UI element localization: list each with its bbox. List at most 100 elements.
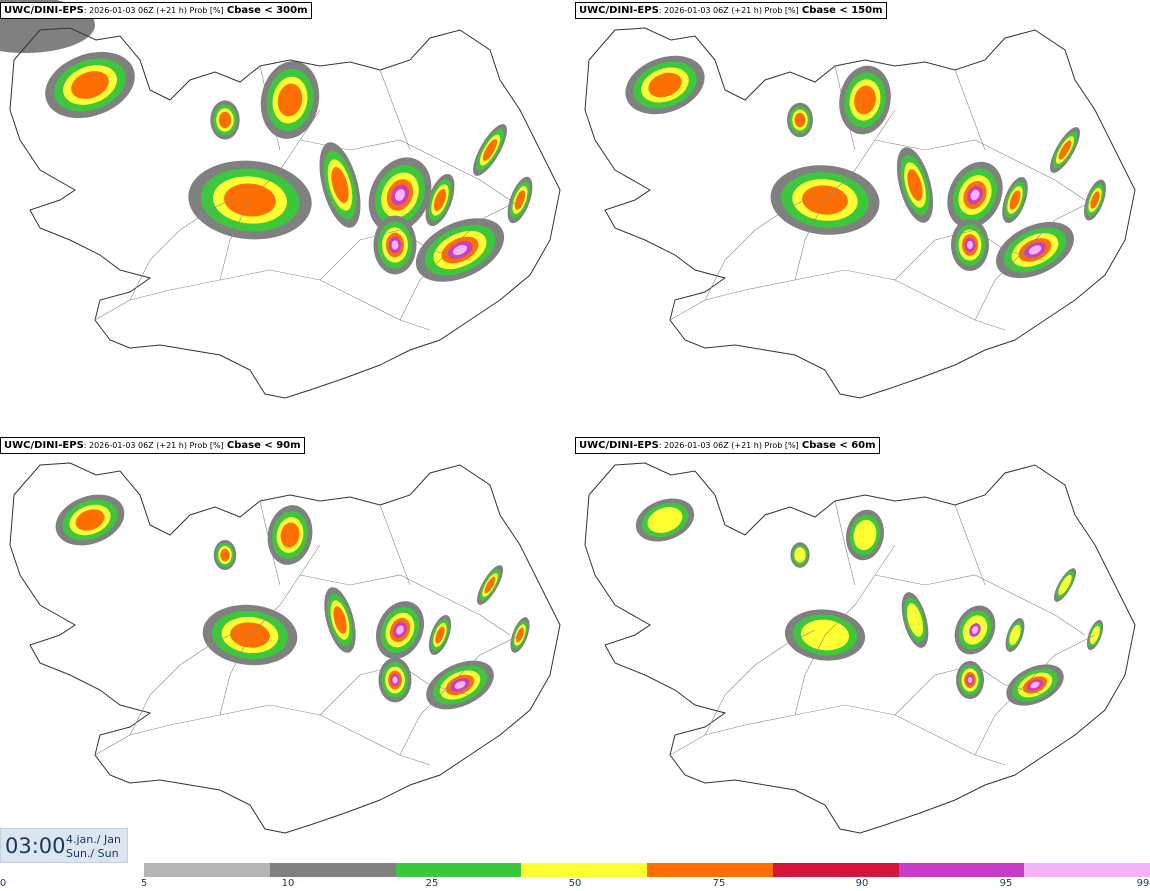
probability-area [1028, 245, 1042, 255]
model-name: UWC/DINI-EPS [579, 440, 659, 451]
probability-area [277, 83, 303, 117]
boundary-line [379, 504, 411, 586]
colorbar-segment [269, 863, 396, 877]
boundary-line [954, 69, 986, 151]
probability-area [1009, 624, 1021, 646]
probability-area [966, 240, 974, 250]
colorbar-segment [647, 863, 773, 877]
probability-area [218, 111, 232, 129]
probability-area [396, 625, 404, 635]
probability-area [971, 626, 979, 634]
colorbar-tick-label: 10 [281, 878, 295, 889]
colorbar-segment [144, 863, 270, 877]
colorbar-segment [898, 863, 1025, 877]
probability-area [967, 676, 973, 684]
probability-area [794, 112, 806, 128]
probability-area [435, 626, 445, 644]
probability-area [907, 169, 923, 201]
boundary-line [669, 269, 1006, 331]
probability-area [1058, 140, 1072, 160]
probability-area [794, 547, 806, 563]
probability-area [484, 576, 496, 594]
colorbar-tick-label: 90 [855, 878, 869, 889]
boundary-line [954, 504, 986, 586]
colorbar-tick-label: 75 [712, 878, 726, 889]
boundary-line [379, 69, 411, 151]
valid-date-line-1: 4.jan./ Jan [66, 833, 121, 846]
boundary-line [129, 629, 241, 736]
boundary-line [669, 704, 1006, 766]
variable-name: Cbase < 60m [801, 440, 876, 451]
boundary-line [399, 199, 521, 321]
probability-area [333, 606, 347, 634]
boundary-line [299, 574, 511, 636]
boundary-line [794, 109, 896, 281]
probability-area [71, 71, 109, 99]
panel-title: UWC/DINI-EPS: 2026-01-03 06Z (+21 h) Pro… [0, 2, 312, 19]
valid-date-line-2: Sun./ Sun [66, 847, 119, 860]
coastline [584, 27, 1136, 399]
boundary-line [974, 634, 1096, 756]
boundary-line [399, 634, 521, 756]
coastline [584, 462, 1136, 834]
probability-area [1090, 191, 1100, 209]
boundary-line [319, 229, 471, 281]
probability-area [648, 72, 682, 98]
boundary-line [94, 269, 431, 331]
panel-title: UWC/DINI-EPS: 2026-01-03 06Z (+21 h) Pro… [575, 437, 880, 454]
run-info: : 2026-01-03 06Z (+21 h) Prob [%] [658, 6, 799, 15]
valid-time-box: 03:00 4.jan./ Jan Sun./ Sun [0, 828, 128, 863]
probability-area [220, 548, 230, 562]
colorbar-tick-label: 5 [140, 878, 148, 889]
boundary-line [259, 500, 281, 586]
boundary-line [794, 544, 896, 716]
colorbar-segment [521, 863, 647, 877]
boundary-line [219, 109, 321, 281]
variable-name: Cbase < 150m [801, 5, 883, 16]
variable-name: Cbase < 90m [226, 440, 301, 451]
boundary-line [834, 65, 856, 151]
probability-area [75, 509, 105, 531]
probability-area [1009, 190, 1021, 210]
iceland-map [9, 462, 561, 834]
colorbar-segment [772, 863, 899, 877]
colorbar-tick-label: 50 [568, 878, 582, 889]
run-info: : 2026-01-03 06Z (+21 h) Prob [%] [658, 441, 799, 450]
iceland-map [0, 0, 561, 399]
valid-time-clock: 03:00 [5, 834, 66, 858]
map-panel-2: UWC/DINI-EPS: 2026-01-03 06Z (+21 h) Pro… [575, 0, 1150, 435]
panel-title: UWC/DINI-EPS: 2026-01-03 06Z (+21 h) Pro… [0, 437, 305, 454]
probability-area [331, 167, 349, 203]
colorbar-segment [1024, 863, 1150, 877]
probability-area [433, 189, 447, 211]
map-panel-3: UWC/DINI-EPS: 2026-01-03 06Z (+21 h) Pro… [0, 435, 575, 870]
boundary-line [94, 704, 431, 766]
probability-area [452, 244, 468, 256]
boundary-line [894, 664, 1046, 716]
probability-area [1058, 574, 1072, 596]
coastline [9, 27, 561, 399]
iceland-map [584, 462, 1136, 834]
boundary-line [894, 229, 1046, 281]
run-info: : 2026-01-03 06Z (+21 h) Prob [%] [83, 441, 224, 450]
colorbar-tick-label: 99 [1136, 878, 1150, 889]
colorbar-tick-label: 95 [999, 878, 1013, 889]
probability-area [392, 676, 398, 684]
boundary-line [259, 65, 281, 151]
map-panel-1: UWC/DINI-EPS: 2026-01-03 06Z (+21 h) Pro… [0, 0, 575, 435]
boundary-line [704, 629, 816, 736]
colorbar-segment [395, 863, 522, 877]
boundary-line [319, 664, 471, 716]
boundary-line [874, 139, 1086, 201]
model-name: UWC/DINI-EPS [579, 5, 659, 16]
map-panel-4: UWC/DINI-EPS: 2026-01-03 06Z (+21 h) Pro… [575, 435, 1150, 870]
probability-area [647, 507, 683, 533]
probability-area [280, 522, 300, 548]
probability-area [1030, 681, 1040, 689]
probability-area [482, 139, 498, 161]
model-name: UWC/DINI-EPS [4, 440, 84, 451]
iceland-map [584, 27, 1136, 399]
boundary-line [219, 544, 321, 716]
probability-area [394, 188, 406, 202]
colorbar-tick-label: 0 [0, 878, 7, 889]
